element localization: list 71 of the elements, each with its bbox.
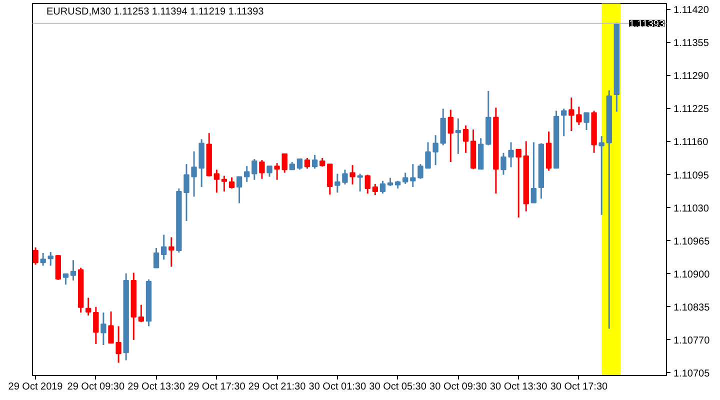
candlestick xyxy=(214,168,220,194)
candlestick xyxy=(62,273,69,286)
y-tick-label: 1.10835 xyxy=(674,302,710,314)
y-tick-label: 1.10900 xyxy=(674,269,710,280)
candlestick xyxy=(584,112,590,131)
candlestick xyxy=(259,159,265,180)
candlestick xyxy=(70,259,76,282)
candlestick xyxy=(236,176,242,204)
candlestick xyxy=(350,164,356,186)
candlestick xyxy=(160,234,167,260)
ref-line-label: 1.11393 xyxy=(629,18,665,30)
candlestick xyxy=(372,183,378,196)
candlestick xyxy=(432,134,438,166)
x-tick-label: 30 Oct 13:30 xyxy=(490,382,548,392)
candlestick xyxy=(364,174,370,194)
candlestick xyxy=(282,153,288,174)
candlestick xyxy=(500,152,506,176)
candlestick xyxy=(274,162,280,181)
candlestick xyxy=(598,135,604,216)
candlestick xyxy=(455,118,462,155)
candlestick xyxy=(402,172,408,185)
y-tick-label: 1.10705 xyxy=(674,368,710,380)
x-tick-label: 29 Oct 2019 xyxy=(8,382,64,392)
chart-title: EURUSD,M30 1.11253 1.11394 1.11219 1.11393 xyxy=(46,6,264,18)
candlestick xyxy=(448,108,454,163)
candlestick xyxy=(55,254,61,281)
candlestick xyxy=(327,163,333,196)
candlestick xyxy=(266,165,272,178)
candlestick xyxy=(508,141,514,168)
candlestick xyxy=(228,176,235,190)
candlestick xyxy=(576,106,582,126)
candlestick xyxy=(296,158,303,170)
x-tick-label: 29 Oct 09:30 xyxy=(67,382,125,392)
candlestick xyxy=(516,148,522,218)
candlestick xyxy=(86,296,92,316)
candlestick xyxy=(357,172,363,192)
candlestick xyxy=(244,165,250,183)
y-tick-label: 1.11160 xyxy=(674,137,709,148)
candlestick xyxy=(561,108,567,137)
candlestick xyxy=(32,246,38,266)
candlestick xyxy=(221,175,228,192)
y-tick-label: 1.11420 xyxy=(674,5,710,16)
y-tick-label: 1.11290 xyxy=(674,71,710,82)
candlestick xyxy=(568,96,574,132)
x-tick-label: 30 Oct 17:30 xyxy=(550,382,608,392)
candlestick xyxy=(138,304,144,323)
candlestick xyxy=(312,154,318,170)
y-tick-label: 1.11095 xyxy=(674,170,710,182)
candlestick xyxy=(93,306,99,345)
candlestick xyxy=(462,124,469,154)
x-tick-label: 30 Oct 01:30 xyxy=(308,382,366,392)
candlestick xyxy=(40,252,46,266)
candlestick xyxy=(153,247,160,269)
y-tick-label: 1.11355 xyxy=(674,38,710,50)
candlestick xyxy=(304,157,310,170)
candlestick xyxy=(530,141,536,204)
candlestick xyxy=(380,180,386,194)
x-tick-label: 30 Oct 09:30 xyxy=(430,382,488,392)
y-tick-label: 1.10965 xyxy=(674,236,710,248)
y-tick-label: 1.11225 xyxy=(674,104,710,116)
x-tick-label: 29 Oct 17:30 xyxy=(188,382,246,392)
x-tick-label: 29 Oct 13:30 xyxy=(128,382,186,392)
candlestick xyxy=(100,312,106,346)
candlestick xyxy=(48,251,54,266)
y-tick-label: 1.11030 xyxy=(674,203,710,214)
x-tick-label: 30 Oct 05:30 xyxy=(369,382,427,392)
x-tick-label: 29 Oct 21:30 xyxy=(248,382,306,392)
y-tick-label: 1.10770 xyxy=(674,335,710,346)
candlestick xyxy=(252,158,258,181)
candlestick xyxy=(410,163,416,188)
candlestick xyxy=(168,236,174,268)
